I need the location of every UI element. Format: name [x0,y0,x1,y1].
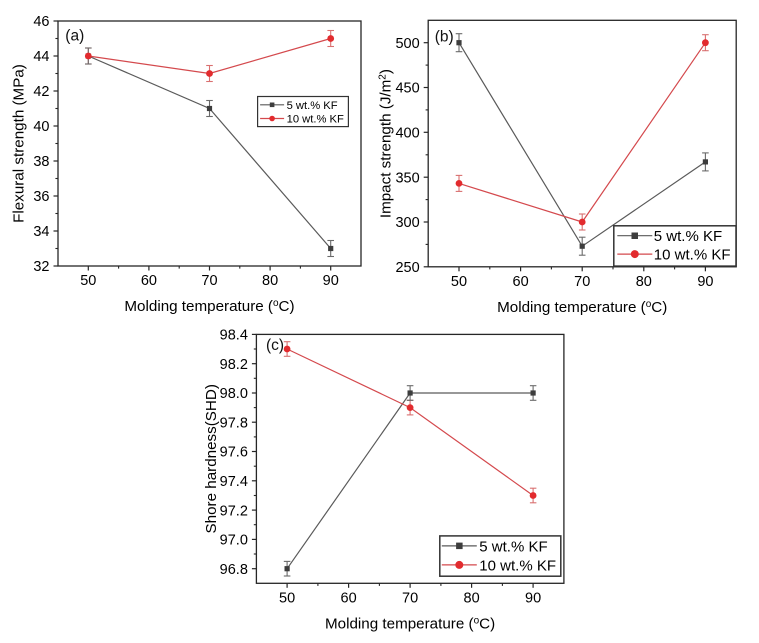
svg-text:10 wt.% KF: 10 wt.% KF [479,557,556,574]
svg-text:98.4: 98.4 [220,328,248,344]
svg-text:Molding temperature (oC): Molding temperature (oC) [497,299,667,316]
svg-text:50: 50 [80,273,96,289]
svg-text:(a): (a) [65,28,84,45]
svg-text:250: 250 [395,260,419,276]
svg-text:90: 90 [323,273,339,289]
svg-text:70: 70 [402,591,418,607]
svg-text:400: 400 [395,126,419,142]
svg-text:36: 36 [33,189,49,205]
svg-text:Molding temperature (oC): Molding temperature (oC) [325,615,495,632]
svg-text:350: 350 [395,170,419,186]
svg-text:Impact strength (J/m2): Impact strength (J/m2) [378,69,395,218]
svg-text:300: 300 [395,215,419,231]
svg-text:80: 80 [262,273,278,289]
svg-text:10 wt.% KF: 10 wt.% KF [654,247,731,264]
svg-text:60: 60 [341,591,357,607]
svg-text:10 wt.% KF: 10 wt.% KF [287,114,344,126]
svg-text:60: 60 [513,274,529,290]
svg-text:96.8: 96.8 [220,562,248,578]
svg-text:38: 38 [33,154,49,170]
svg-text:97.2: 97.2 [220,503,248,519]
svg-text:Flexural strength (MPa): Flexural strength (MPa) [11,64,28,223]
svg-text:Molding temperature (oC): Molding temperature (oC) [124,298,294,315]
svg-text:32: 32 [33,259,49,275]
svg-text:(c): (c) [266,337,284,354]
svg-text:450: 450 [395,81,419,97]
svg-text:97.0: 97.0 [220,533,248,549]
svg-text:(b): (b) [435,29,454,46]
svg-text:5 wt.% KF: 5 wt.% KF [287,100,338,112]
svg-text:98.0: 98.0 [220,386,248,402]
svg-text:46: 46 [33,14,49,30]
svg-text:44: 44 [33,49,49,65]
svg-text:80: 80 [464,591,480,607]
svg-text:97.8: 97.8 [220,415,248,431]
svg-text:80: 80 [636,274,652,290]
svg-text:90: 90 [525,591,541,607]
svg-text:70: 70 [201,273,217,289]
svg-text:500: 500 [395,36,419,52]
svg-text:60: 60 [141,273,157,289]
svg-text:50: 50 [279,591,295,607]
svg-text:Shore hardness(SHD): Shore hardness(SHD) [203,384,220,533]
svg-text:34: 34 [33,224,49,240]
svg-text:70: 70 [574,274,590,290]
svg-text:90: 90 [697,274,713,290]
svg-text:97.4: 97.4 [220,474,248,490]
svg-text:40: 40 [33,119,49,135]
svg-text:98.2: 98.2 [220,357,248,373]
svg-text:5 wt.% KF: 5 wt.% KF [654,228,722,245]
svg-text:50: 50 [451,274,467,290]
svg-text:97.6: 97.6 [220,445,248,461]
svg-text:42: 42 [33,84,49,100]
svg-text:5 wt.% KF: 5 wt.% KF [479,538,547,555]
